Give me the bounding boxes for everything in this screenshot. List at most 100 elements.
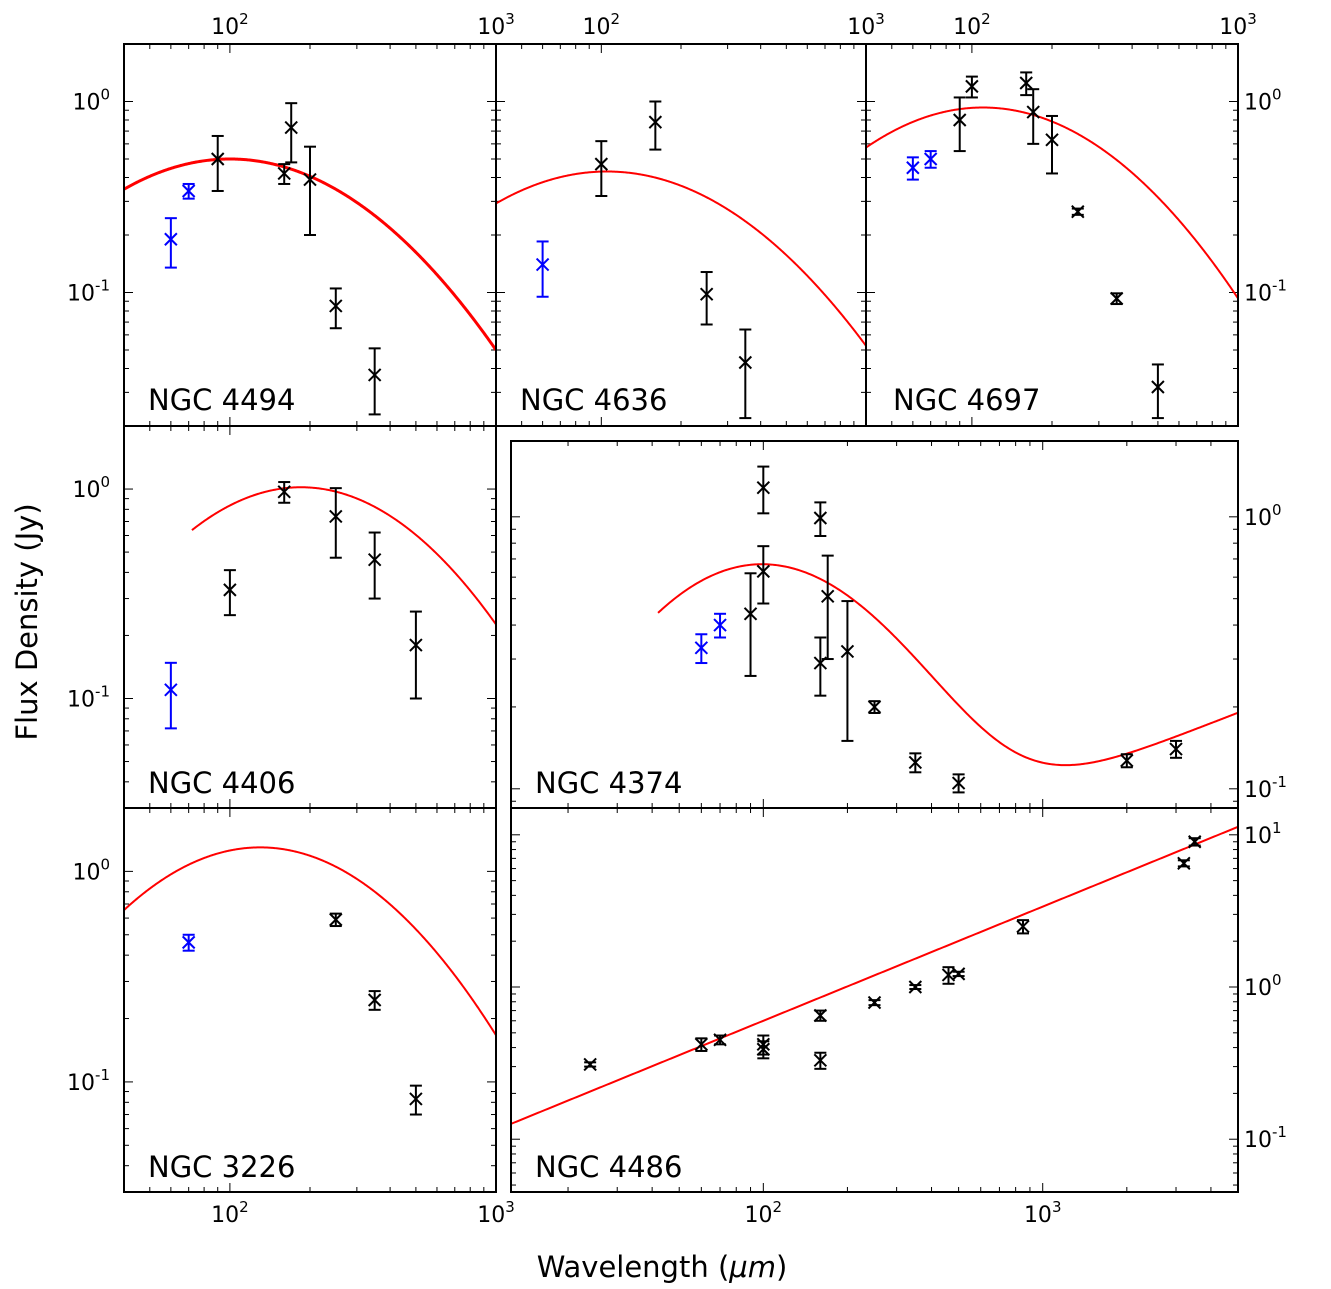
- model-fit-curve: [511, 825, 1238, 1125]
- panel-label: NGC 3226: [148, 1150, 295, 1184]
- data-point: [867, 995, 882, 1010]
- marker-stroke: [1109, 291, 1124, 306]
- data-point: [694, 633, 709, 665]
- marker-stroke: [813, 1053, 828, 1068]
- marker-stroke: [409, 1092, 423, 1106]
- data-point: [756, 1040, 771, 1060]
- data-point: [840, 600, 855, 742]
- marker-stroke: [164, 683, 178, 697]
- y-tick-label: 100: [1244, 971, 1282, 1001]
- data-point: [951, 773, 966, 794]
- data-point: [1109, 291, 1124, 306]
- y-tick-label: 100: [1244, 501, 1282, 531]
- marker-stroke: [867, 995, 882, 1010]
- x-tick-label: 103: [1024, 1198, 1062, 1228]
- marker-stroke: [181, 935, 196, 950]
- panel-label: NGC 4374: [535, 766, 682, 800]
- marker-stroke: [1188, 835, 1202, 849]
- marker-stroke: [648, 115, 663, 129]
- x-tick-label: 103: [1219, 10, 1257, 40]
- panel-ngc-4406: 10-1 100 NGC 4406: [67, 425, 497, 809]
- x-tick-label: 103: [477, 10, 515, 40]
- marker-stroke: [329, 509, 343, 524]
- data-point: [367, 347, 382, 416]
- panel-ngc-3226: 10-1 100 102 103 NGC 3226: [67, 807, 515, 1228]
- marker-stroke: [713, 618, 727, 632]
- marker-stroke: [303, 172, 317, 187]
- data-point: [813, 1008, 828, 1023]
- x-axis-title-text: Wavelength (: [537, 1250, 730, 1284]
- marker-stroke: [951, 776, 966, 790]
- panel-background: [866, 44, 1238, 426]
- data-point: [813, 1051, 828, 1070]
- panel-ngc-4486: 10-1 100 101 102 103 NGC 4486: [510, 807, 1287, 1228]
- data-point: [1045, 114, 1059, 175]
- data-point: [535, 240, 550, 298]
- data-point: [756, 465, 771, 515]
- data-point: [223, 569, 237, 617]
- marker-stroke: [1045, 133, 1059, 147]
- marker-stroke: [329, 299, 343, 313]
- marker-stroke: [535, 257, 550, 272]
- data-point: [329, 912, 343, 928]
- data-point: [1016, 919, 1030, 935]
- x-tick-label: 102: [583, 10, 621, 40]
- marker-stroke: [713, 1033, 727, 1047]
- data-point: [277, 163, 291, 185]
- data-point: [594, 140, 609, 198]
- data-point: [713, 1033, 727, 1047]
- marker-stroke: [756, 564, 771, 579]
- x-tick-label: 103: [477, 1198, 515, 1228]
- marker-stroke: [367, 552, 382, 567]
- data-point: [1071, 204, 1085, 219]
- y-tick-label: 101: [1244, 819, 1282, 849]
- y-axis-title: Flux Density (Jy): [10, 503, 44, 740]
- tick-marks: [511, 441, 1239, 808]
- data-point: [756, 545, 771, 605]
- panel-frame: [510, 807, 1239, 1193]
- data-point: [951, 967, 966, 981]
- marker-stroke: [953, 113, 967, 127]
- marker-stroke: [840, 644, 855, 659]
- y-tick-label: 100: [1244, 85, 1282, 115]
- panel-frame: [865, 43, 1239, 427]
- y-tick-label: 10-1: [1244, 276, 1287, 306]
- marker-stroke: [908, 980, 923, 994]
- data-point: [1188, 835, 1202, 849]
- panel-ngc-4374: 10-1 100 NGC 4374: [510, 440, 1287, 809]
- marker-stroke: [181, 184, 196, 198]
- data-point: [181, 933, 196, 952]
- y-tick-label: 10-1: [67, 1066, 110, 1096]
- data-point: [164, 661, 178, 730]
- marker-stroke: [694, 1037, 709, 1052]
- data-point: [923, 150, 938, 169]
- marker-stroke: [223, 583, 237, 597]
- y-tick-label: 100: [72, 473, 110, 503]
- data-point: [329, 287, 343, 330]
- data-point: [1120, 753, 1134, 769]
- marker-stroke: [277, 485, 291, 499]
- marker-stroke: [923, 152, 938, 166]
- data-point: [181, 182, 196, 200]
- panel-background: [124, 808, 496, 1192]
- model-fit-curve: [496, 170, 866, 347]
- marker-stroke: [1151, 380, 1165, 394]
- marker-stroke: [908, 755, 923, 770]
- data-point: [303, 145, 317, 236]
- marker-stroke: [694, 641, 709, 655]
- x-tick-label: 102: [211, 1198, 249, 1228]
- data-point: [867, 700, 882, 714]
- data-point: [164, 217, 178, 269]
- marker-stroke: [699, 287, 714, 301]
- data-point: [820, 554, 835, 661]
- data-point: [1169, 739, 1183, 759]
- marker-stroke: [756, 480, 771, 495]
- model-fit-curve: [657, 563, 1238, 767]
- data-point: [367, 990, 382, 1011]
- data-point: [1026, 88, 1040, 145]
- panel-label: NGC 4406: [148, 766, 295, 800]
- data-point: [906, 156, 920, 181]
- x-tick-label: 102: [211, 10, 249, 40]
- marker-stroke: [409, 638, 423, 652]
